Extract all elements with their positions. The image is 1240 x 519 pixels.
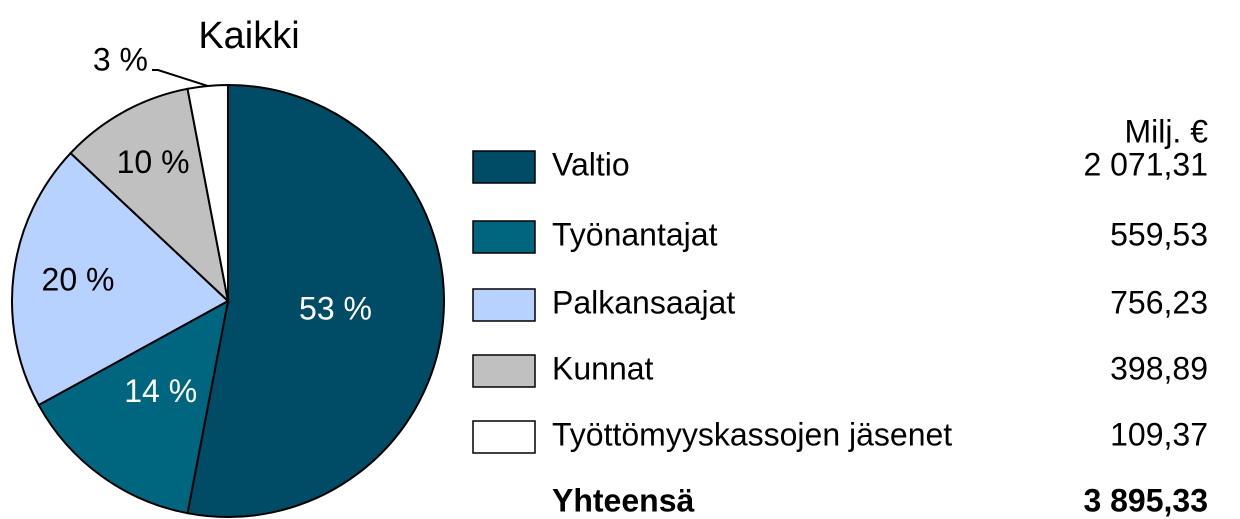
pie-slice bbox=[37, 299, 230, 515]
legend-swatch bbox=[472, 220, 536, 254]
amount: 109,37 bbox=[1110, 416, 1208, 452]
legend-label: Kunnat bbox=[552, 350, 654, 386]
pie-slice bbox=[186, 83, 445, 518]
legend-label: Palkansaajat bbox=[552, 284, 735, 320]
slice-label: 3 % bbox=[93, 41, 148, 77]
legend-label: Työnantajat bbox=[552, 216, 718, 252]
amount: 559,53 bbox=[1110, 216, 1208, 252]
pie-slice bbox=[11, 151, 230, 407]
legend-label: Valtio bbox=[552, 146, 630, 182]
chart-title: Kaikki bbox=[198, 15, 299, 57]
amount-header: Milj. € bbox=[1124, 113, 1208, 149]
legend-swatch bbox=[472, 420, 536, 454]
legend-swatch bbox=[472, 150, 536, 184]
total-label: Yhteensä bbox=[552, 482, 694, 518]
legend-swatch bbox=[472, 354, 536, 388]
slice-label: 10 % bbox=[117, 144, 190, 180]
legend-label: Työttömyyskassojen jäsenet bbox=[552, 416, 952, 452]
amount: 398,89 bbox=[1110, 350, 1208, 386]
leader-line bbox=[152, 69, 208, 87]
pie-slice bbox=[186, 83, 229, 302]
amount: 756,23 bbox=[1110, 284, 1208, 320]
slice-label: 20 % bbox=[42, 262, 115, 298]
amount: 2 071,31 bbox=[1083, 146, 1208, 182]
total-amount: 3 895,33 bbox=[1083, 482, 1208, 518]
slice-label: 14 % bbox=[124, 373, 197, 409]
legend-swatch bbox=[472, 288, 536, 322]
pie-slice bbox=[69, 87, 230, 304]
slice-label: 53 % bbox=[299, 291, 372, 327]
